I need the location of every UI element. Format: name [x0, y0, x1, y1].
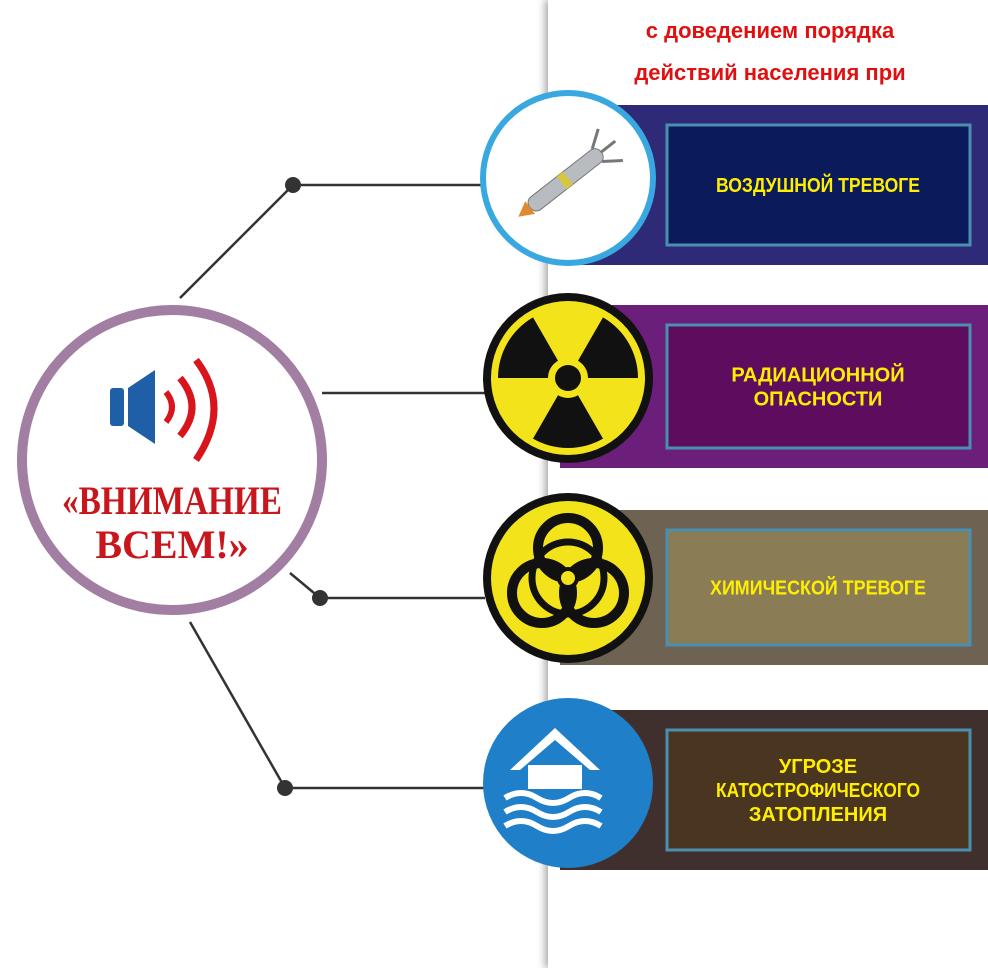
item-label: РАДИАЦИОННОЙ: [731, 363, 904, 387]
header-line: действий населения при: [634, 60, 905, 85]
missile-icon: [483, 93, 653, 263]
infographic: с доведением порядка действий населения …: [0, 0, 988, 968]
item-label: КАТОСТРОФИЧЕСКОГО: [716, 780, 920, 802]
biohazard-icon: [483, 493, 653, 663]
item-label: ВОЗДУШНОЙ ТРЕВОГЕ: [716, 173, 920, 197]
item-label: ОПАСНОСТИ: [754, 389, 883, 411]
item-label: ЗАТОПЛЕНИЯ: [749, 804, 887, 826]
item-label: УГРОЗЕ: [779, 756, 857, 778]
item-label: ХИМИЧЕСКОЙ ТРЕВОГЕ: [710, 576, 926, 600]
center-text: ВСЕМ!»: [95, 522, 248, 567]
page: с доведением порядка действий населения …: [0, 0, 988, 968]
flood-icon: [483, 698, 653, 868]
radiation-icon: [483, 293, 653, 463]
label-box: [667, 325, 970, 448]
center-text: «ВНИМАНИЕ: [62, 478, 282, 523]
header-line: с доведением порядка: [646, 18, 895, 43]
